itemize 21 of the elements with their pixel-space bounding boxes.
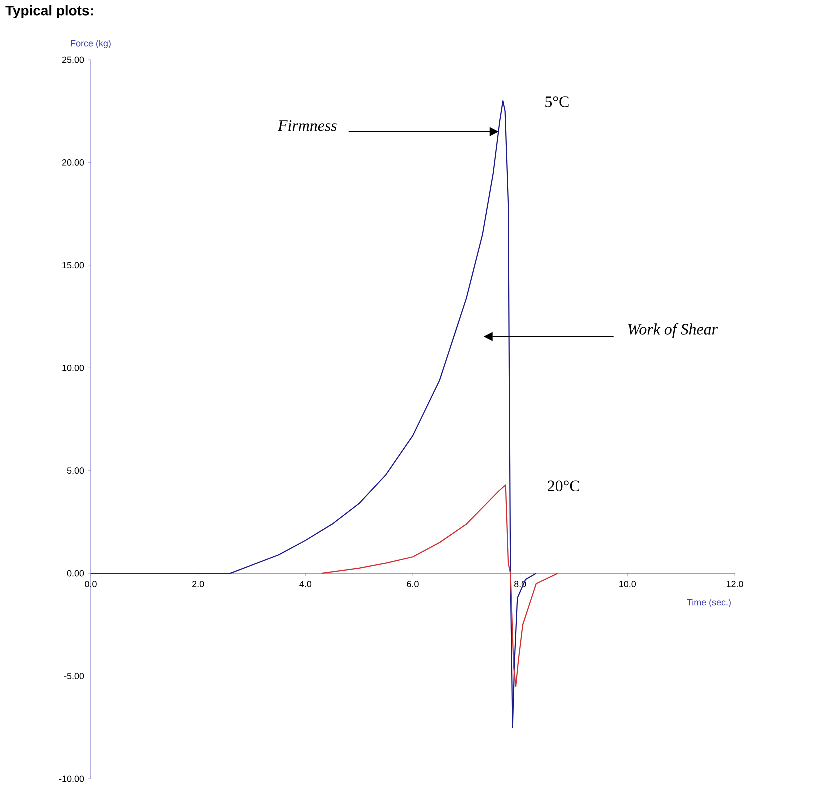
x-tick-label: 10.0	[620, 581, 636, 588]
text: 5°C	[546, 96, 569, 108]
annotation: Firmness	[278, 120, 337, 132]
y-tick-label: 20.00	[62, 160, 84, 166]
x-tick-label: 2.0	[192, 581, 204, 588]
x-tick-label: 0.0	[85, 581, 97, 588]
annotation: Work of Shear	[628, 324, 718, 338]
x-tick-label: 6.0	[407, 581, 419, 588]
y-tick-label: 10.00	[62, 364, 84, 372]
y-tick-label: 15.00	[62, 262, 84, 269]
y-tick-label: 0.00	[67, 570, 84, 577]
y-tick-label: 5.00	[67, 468, 84, 474]
chart-title: Typical plots:	[6, 6, 94, 19]
y-tick-label: -10.00	[59, 776, 84, 782]
y-tick-label: -5.00	[64, 673, 84, 680]
y-axis-title: Force (kg)	[71, 40, 111, 48]
x-axis-title: Time (sec.)	[687, 599, 731, 608]
x-tick-label: 12.0	[726, 581, 744, 588]
y-tick-label: 25.00	[62, 56, 84, 64]
x-tick-label: 4.0	[300, 581, 312, 588]
text: 20°C	[548, 480, 580, 492]
